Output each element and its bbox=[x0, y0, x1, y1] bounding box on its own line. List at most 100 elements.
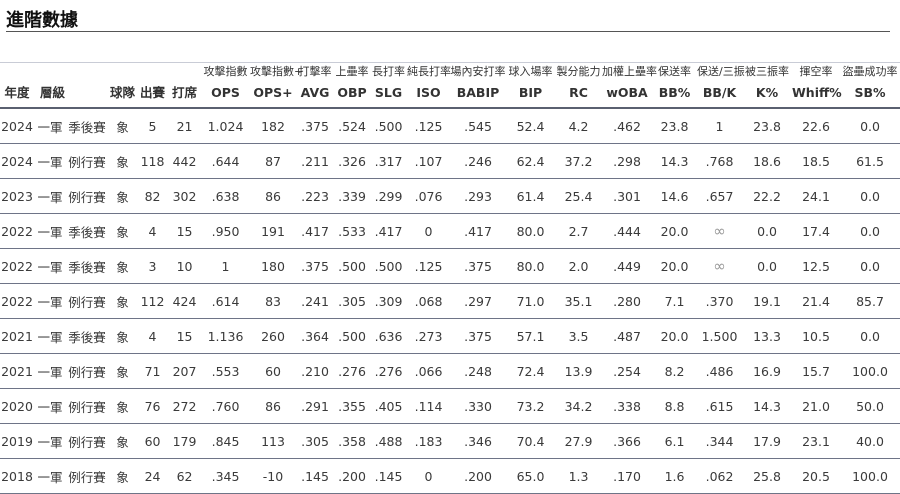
cell: 0 bbox=[407, 213, 451, 249]
cell: 0 bbox=[407, 458, 451, 494]
cell: 80.0 bbox=[506, 213, 556, 249]
cell: .293 bbox=[450, 178, 507, 214]
cell: 8.2 bbox=[652, 353, 698, 389]
header-label: wOBA bbox=[606, 85, 648, 100]
cell: 一軍 bbox=[34, 213, 66, 249]
header-label: OBP bbox=[337, 85, 367, 100]
cell: 1.136 bbox=[201, 318, 251, 354]
cell: 象 bbox=[108, 213, 138, 249]
cell: 13.9 bbox=[555, 353, 603, 389]
cell: 一軍 bbox=[34, 388, 66, 424]
cell: 57.1 bbox=[506, 318, 556, 354]
header-label: 打席 bbox=[172, 85, 198, 100]
header-caption: 製分能力 bbox=[556, 65, 601, 78]
cell: 一軍 bbox=[34, 108, 66, 144]
header-label: BB% bbox=[658, 85, 691, 100]
header-caption: 球入場率 bbox=[508, 65, 553, 78]
cell: .276 bbox=[370, 353, 408, 389]
cell: 4 bbox=[137, 213, 169, 249]
cell: 2022 bbox=[0, 283, 34, 319]
header-caption: 攻擊指數+ bbox=[250, 65, 304, 78]
cell: 1.3 bbox=[555, 458, 603, 494]
column-header: 攻擊指數 OPS bbox=[201, 62, 251, 109]
cell: .500 bbox=[334, 318, 371, 354]
cell: .545 bbox=[450, 108, 507, 144]
cell: 2024 bbox=[0, 108, 34, 144]
column-header: 加權上壘率 wOBA bbox=[602, 62, 658, 109]
cell: 70.4 bbox=[506, 423, 556, 459]
column-header: 攻擊指數+ OPS+ bbox=[250, 62, 304, 109]
cell: 113 bbox=[250, 423, 297, 459]
cell: 24 bbox=[137, 458, 169, 494]
cell: .644 bbox=[201, 143, 251, 179]
header-caption: 加權上壘率 bbox=[602, 65, 658, 78]
cell: 82 bbox=[137, 178, 169, 214]
cell: .317 bbox=[370, 143, 408, 179]
cell: .338 bbox=[602, 388, 653, 424]
cell: .297 bbox=[450, 283, 507, 319]
stats-table: 年度 層級 球隊 出賽 打席 攻擊指數 OPS 攻擊指數+ OPS+ 打擊率 AVG 上壘率 OBP 長打… bbox=[0, 62, 900, 494]
cell: 一軍 bbox=[34, 248, 66, 284]
cell: 象 bbox=[108, 388, 138, 424]
cell: .241 bbox=[296, 283, 335, 319]
cell: 182 bbox=[250, 108, 297, 144]
cell: 一軍 bbox=[34, 458, 66, 494]
cell: .291 bbox=[296, 388, 335, 424]
cell: 象 bbox=[108, 143, 138, 179]
cell: .170 bbox=[602, 458, 653, 494]
cell: 52.4 bbox=[506, 108, 556, 144]
cell: 1.024 bbox=[201, 108, 251, 144]
header-label: 球隊 bbox=[110, 85, 136, 100]
cell: 8.8 bbox=[652, 388, 698, 424]
cell: .248 bbox=[450, 353, 507, 389]
cell: 61.5 bbox=[840, 143, 900, 179]
header-label: OPS+ bbox=[253, 85, 293, 100]
cell: 21.4 bbox=[792, 283, 841, 319]
header-label: K% bbox=[755, 85, 779, 100]
cell: 2022 bbox=[0, 213, 34, 249]
header-caption: 打擊率 bbox=[298, 65, 332, 78]
cell: 14.3 bbox=[742, 388, 793, 424]
cell: 6.1 bbox=[652, 423, 698, 459]
title-rule bbox=[6, 31, 890, 32]
cell: 14.3 bbox=[652, 143, 698, 179]
cell: 35.1 bbox=[555, 283, 603, 319]
cell: 0.0 bbox=[742, 248, 793, 284]
data-row: 2018 一軍 例行賽象 24 62.345 -10.145.200.145 0.200 65… bbox=[0, 458, 900, 494]
cell: .638 bbox=[201, 178, 251, 214]
cell: 72.4 bbox=[506, 353, 556, 389]
cell: .114 bbox=[407, 388, 451, 424]
column-header: 層級 bbox=[34, 62, 109, 109]
cell: 25.4 bbox=[555, 178, 603, 214]
cell: 179 bbox=[168, 423, 202, 459]
cell: 一軍 bbox=[34, 318, 66, 354]
header-label: 出賽 bbox=[140, 85, 166, 100]
cell: 21.0 bbox=[792, 388, 841, 424]
cell: .486 bbox=[697, 353, 743, 389]
cell: 象 bbox=[108, 108, 138, 144]
header-caption: 攻擊指數 bbox=[203, 65, 248, 78]
cell: .066 bbox=[407, 353, 451, 389]
cell: .615 bbox=[697, 388, 743, 424]
cell: .364 bbox=[296, 318, 335, 354]
cell: .417 bbox=[370, 213, 408, 249]
cell: 0.0 bbox=[840, 248, 900, 284]
cell: 272 bbox=[168, 388, 202, 424]
cell: 0.0 bbox=[840, 213, 900, 249]
cell: 15 bbox=[168, 213, 202, 249]
cell: 0.0 bbox=[840, 108, 900, 144]
header-caption: 長打率 bbox=[372, 65, 406, 78]
cell: 20.0 bbox=[652, 318, 698, 354]
cell: .488 bbox=[370, 423, 408, 459]
cell: .330 bbox=[450, 388, 507, 424]
data-row: 2022 一軍 季後賽象 4 15.950 191.417.533.417 0.417 80.… bbox=[0, 213, 900, 249]
cell: 80.0 bbox=[506, 248, 556, 284]
cell: 季後賽 bbox=[66, 213, 109, 249]
column-header: 打席 bbox=[168, 62, 202, 109]
cell: 34.2 bbox=[555, 388, 603, 424]
cell: 180 bbox=[250, 248, 297, 284]
cell: 2021 bbox=[0, 318, 34, 354]
cell: .657 bbox=[697, 178, 743, 214]
cell: .068 bbox=[407, 283, 451, 319]
cell: 2019 bbox=[0, 423, 34, 459]
